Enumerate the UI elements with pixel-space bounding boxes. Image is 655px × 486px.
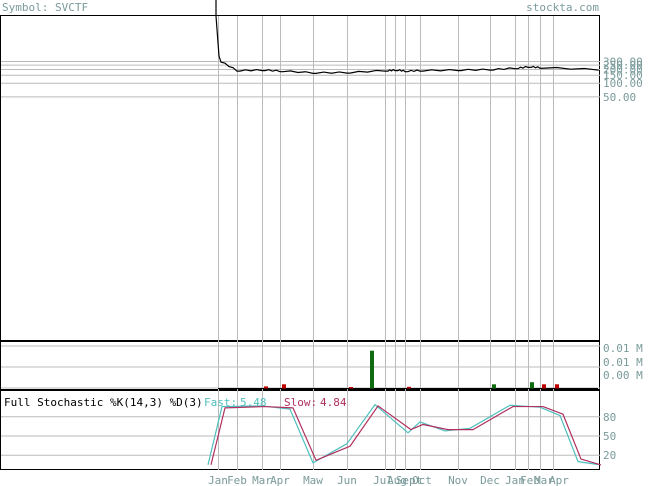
price-tick-label: 200.00 — [603, 64, 643, 77]
volume-bar — [555, 384, 559, 389]
volume-bar — [492, 384, 496, 389]
month-label: Apr — [270, 474, 290, 486]
month-label: Feb — [227, 474, 247, 486]
month-label: Jan — [505, 474, 525, 486]
price-tick-label: 50.00 — [603, 91, 636, 104]
site-label: stockta.com — [526, 1, 599, 14]
month-label: Mar — [534, 474, 554, 486]
slow-value: 4.84 — [320, 396, 347, 409]
stochastic-tick-label: 80 — [603, 411, 616, 424]
stochastic-layer — [207, 404, 602, 466]
volume-tick-label: 0.01 M — [603, 356, 643, 369]
volume-bar — [264, 386, 268, 389]
stochastic-panel — [0, 390, 600, 470]
price-tick-label: 150.00 — [603, 69, 643, 82]
volume-bar — [530, 382, 534, 389]
volume-tick-label: 0.01 M — [603, 342, 643, 355]
volume-layer — [218, 350, 598, 389]
slow-label: Slow: — [284, 396, 317, 409]
volume-bar — [407, 386, 411, 389]
slow-series-line — [210, 405, 602, 466]
volume-tick-label: 0.00 M — [603, 369, 643, 382]
fast-value: 5.48 — [240, 396, 267, 409]
grid — [1, 16, 600, 470]
price-tick-label: 250.00 — [603, 59, 643, 72]
month-label: Feb — [520, 474, 540, 486]
fast-label: Fast: — [204, 396, 237, 409]
price-tick-label: 300.00 — [603, 56, 643, 69]
month-label: Jan — [208, 474, 228, 486]
stochastic-tick-label: 50 — [603, 430, 616, 443]
month-label: Sept — [396, 474, 423, 486]
month-label: Dec — [480, 474, 500, 486]
stochastic-tick-label: 20 — [603, 449, 616, 462]
symbol-label: Symbol: SVCTF — [2, 1, 88, 14]
price-panel — [0, 15, 600, 341]
month-label: Apr — [549, 474, 569, 486]
month-label: Oct — [412, 474, 432, 486]
volume-bar — [349, 387, 353, 389]
price-series-line — [215, 0, 599, 74]
month-label: Jul — [373, 474, 393, 486]
fast-series-line — [207, 404, 599, 466]
volume-bar — [282, 384, 286, 389]
volume-panel — [0, 341, 600, 390]
month-label: Nov — [448, 474, 468, 486]
volume-bar — [542, 384, 546, 389]
month-label: Jun — [337, 474, 357, 486]
price-tick-label: 100.00 — [603, 77, 643, 90]
stochastic-title: Full Stochastic %K(14,3) %D(3) — [4, 396, 203, 409]
month-label: Maw — [303, 474, 323, 486]
month-label: Mar — [252, 474, 272, 486]
volume-bar — [370, 350, 374, 389]
price-layer — [215, 0, 599, 74]
month-label: Aug — [387, 474, 407, 486]
